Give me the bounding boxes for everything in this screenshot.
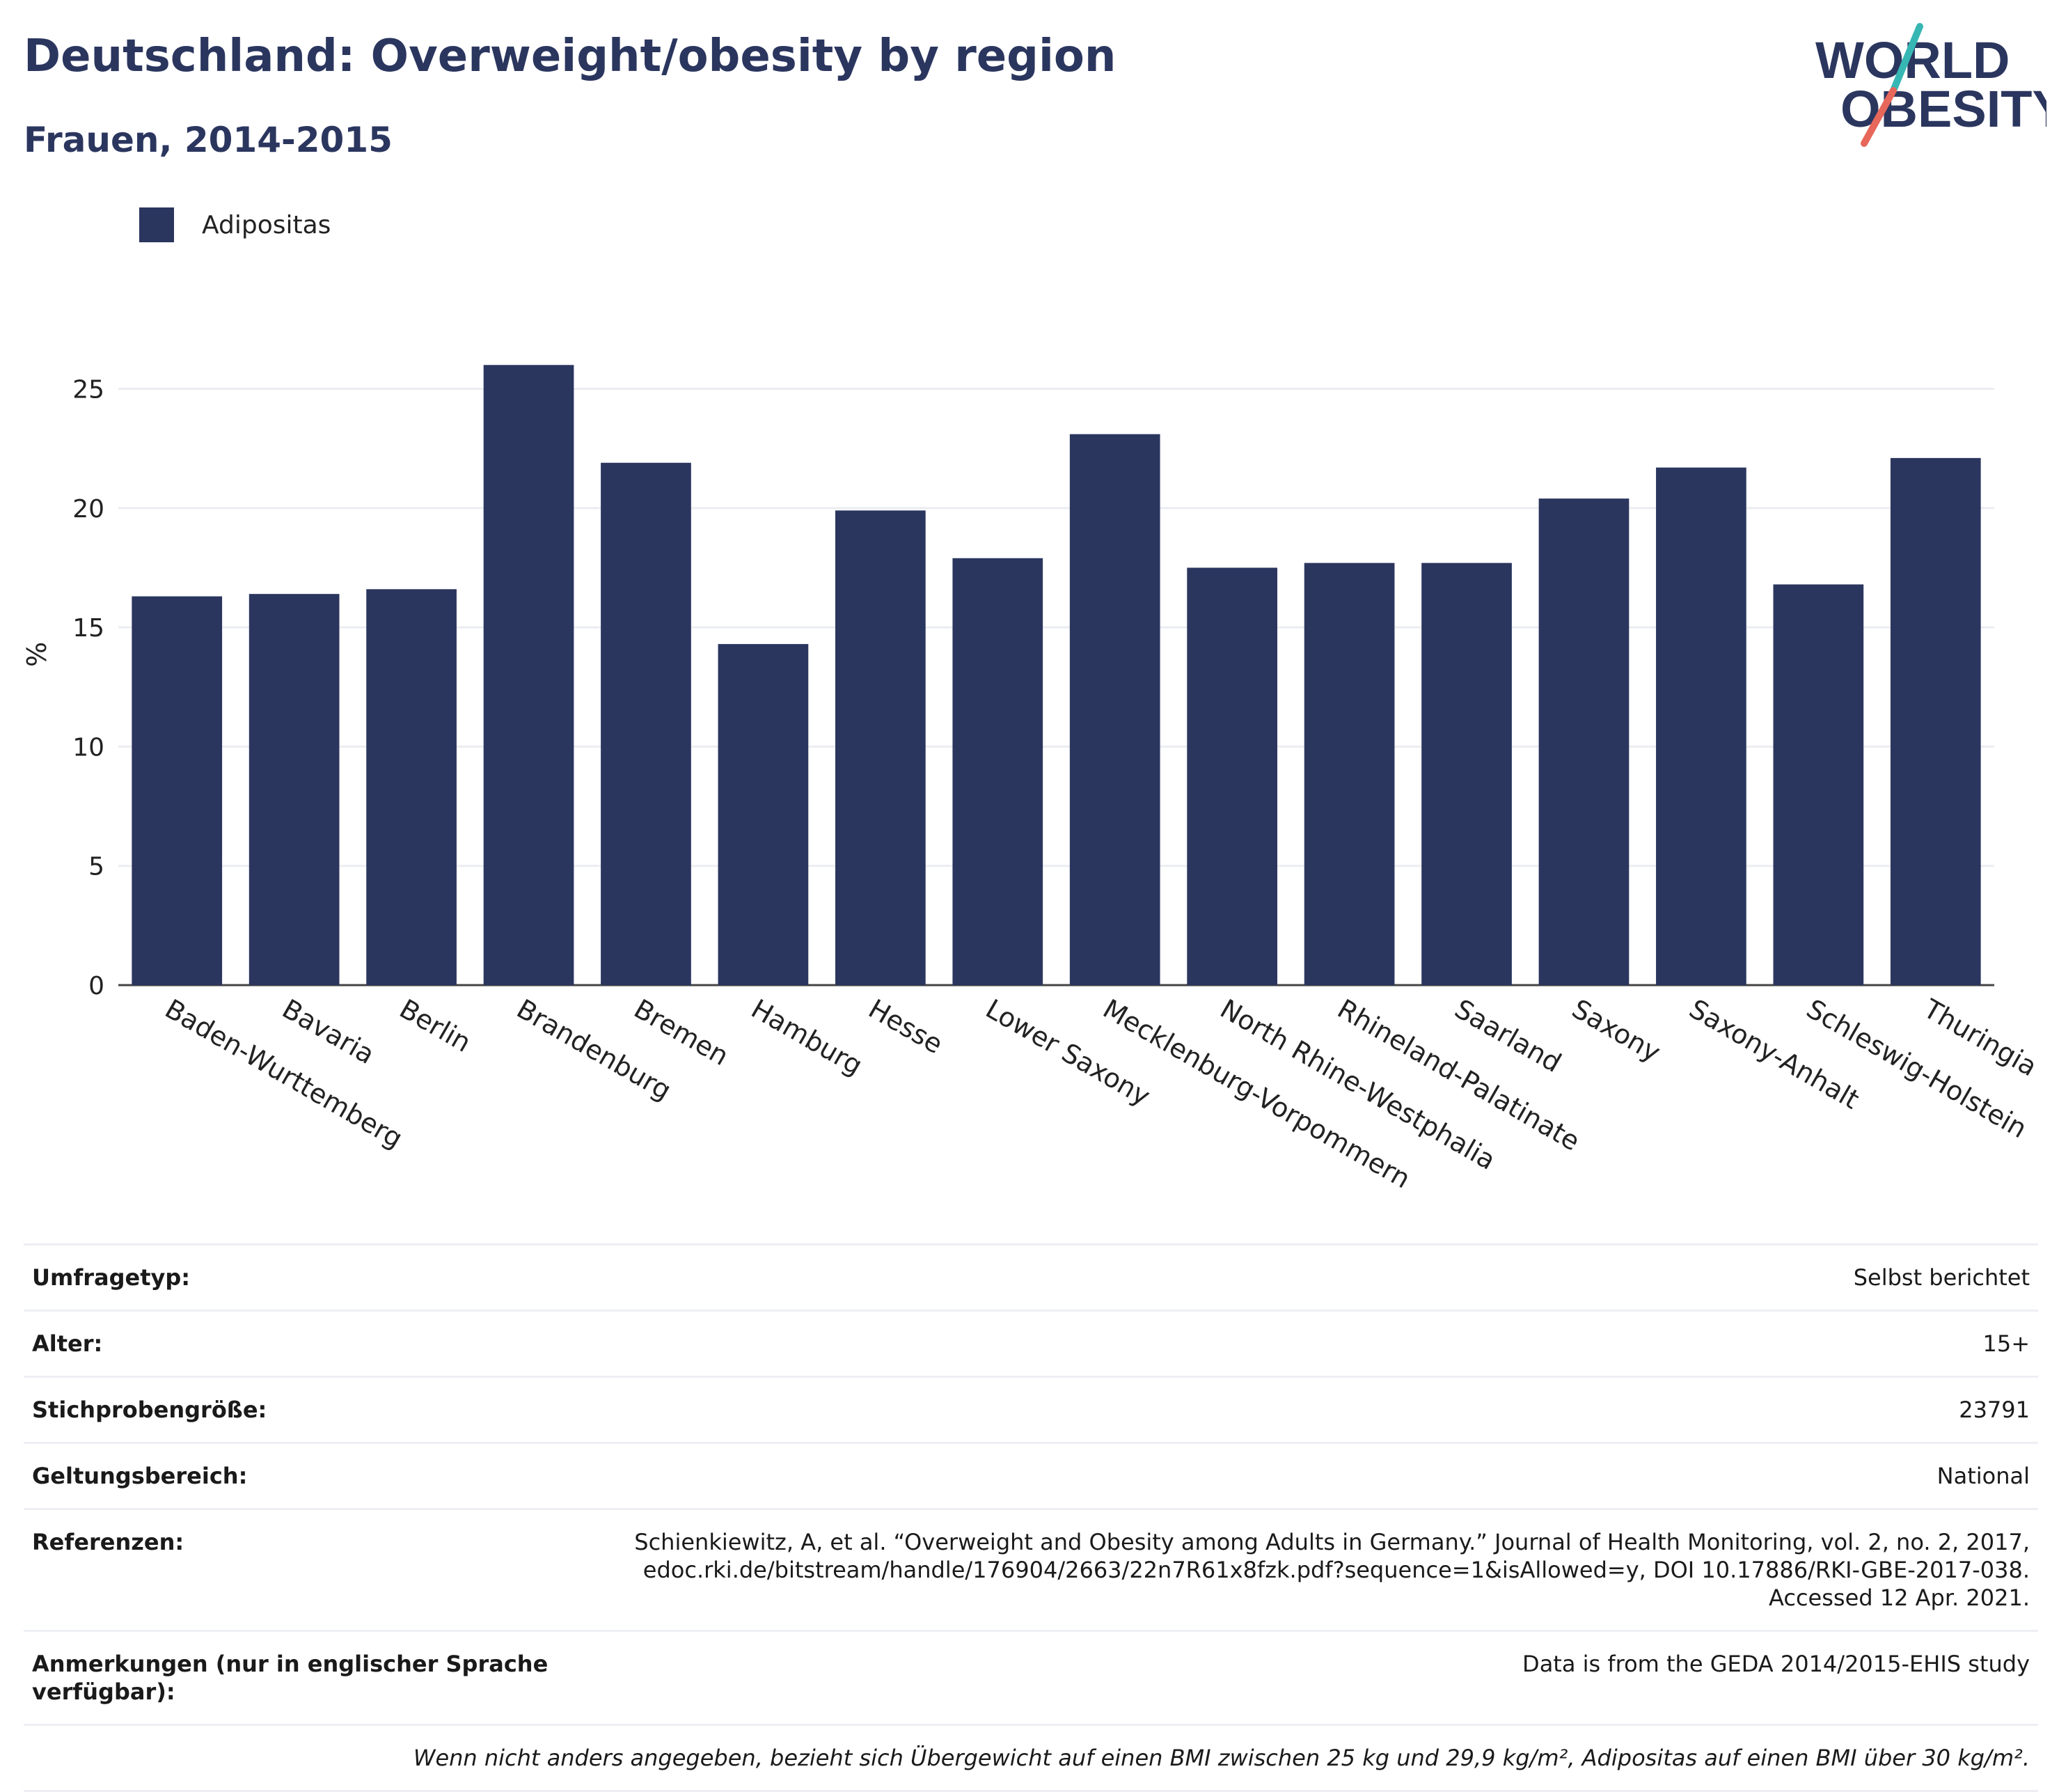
info-value: 15+ <box>1982 1330 2030 1357</box>
info-value: Schienkiewitz, A, et al. “Overweight and… <box>634 1528 2030 1612</box>
info-value-line: Accessed 12 Apr. 2021. <box>1769 1585 2030 1611</box>
info-table: Umfragetyp: Selbst berichtet Alter: 15+ Stic… <box>24 1243 2038 1792</box>
logo-slash-top <box>1890 23 1923 94</box>
bar-mecklenburg-vorpommern <box>1069 434 1160 985</box>
y-tick-label: 25 <box>72 376 104 404</box>
bar-lower-saxony <box>952 558 1043 985</box>
x-tick-label: Bremen <box>629 993 734 1071</box>
info-label: Anmerkungen (nur in englischer Sprache v… <box>32 1651 549 1705</box>
info-row: Stichprobengröße: 23791 <box>24 1376 2038 1442</box>
info-label: Referenzen: <box>32 1529 184 1555</box>
legend-swatch-adipositas <box>139 207 174 242</box>
info-value: 23791 <box>1959 1397 2030 1423</box>
bar-hesse <box>835 510 926 985</box>
bar-berlin <box>366 589 457 985</box>
info-row: Anmerkungen (nur in englischer Sprache v… <box>24 1630 2038 1724</box>
info-value: Data is from the GEDA 2014/2015-EHIS stu… <box>1522 1651 2030 1677</box>
bar-brandenburg <box>483 365 574 985</box>
y-tick-label: 5 <box>88 853 104 881</box>
bar-thuringia <box>1890 457 1981 985</box>
bar-bavaria <box>248 594 340 985</box>
legend-label-adipositas: Adipositas <box>202 210 331 239</box>
definition-note: Wenn nicht anders angegeben, bezieht sic… <box>24 1724 2038 1792</box>
info-value-line: edoc.rki.de/bitstream/handle/176904/2663… <box>642 1557 2030 1583</box>
info-value: Selbst berichtet <box>1853 1264 2030 1291</box>
y-tick-label: 20 <box>72 495 104 524</box>
x-tick-label: Bavaria <box>277 993 379 1070</box>
bar-saxony <box>1538 498 1630 985</box>
y-tick-label: 15 <box>72 614 104 643</box>
x-tick-label: Berlin <box>395 993 477 1058</box>
bar-schleswig-holstein <box>1773 584 1864 985</box>
info-value-line: Schienkiewitz, A, et al. “Overweight and… <box>634 1529 2030 1555</box>
bar-rhineland-palatinate <box>1304 563 1395 985</box>
info-label: Stichprobengröße: <box>32 1397 267 1423</box>
logo-slash-bottom <box>1861 87 1897 147</box>
bar-saarland <box>1421 563 1512 985</box>
info-label: Umfragetyp: <box>32 1264 191 1291</box>
x-tick-label: Saxony <box>1567 993 1666 1068</box>
x-tick-label: Schleswig-Holstein <box>1801 993 2033 1145</box>
bar-saxony-anhalt <box>1656 467 1746 985</box>
info-label: Alter: <box>32 1330 103 1357</box>
x-tick-label: Hesse <box>863 993 948 1060</box>
x-tick-label: Hamburg <box>746 993 868 1081</box>
info-label: Geltungsbereich: <box>32 1463 248 1489</box>
bar-bremen <box>601 462 691 985</box>
world-obesity-logo: WORLD OBESITY <box>1815 23 2046 147</box>
bar-hamburg <box>718 644 809 985</box>
bar-north-rhine-westphalia <box>1187 567 1278 985</box>
y-axis-label: % <box>22 642 52 667</box>
info-row: Alter: 15+ <box>24 1310 2038 1376</box>
chart-legend: Adipositas <box>139 207 331 242</box>
y-tick-label: 10 <box>72 733 104 762</box>
info-row: Geltungsbereich: National <box>24 1442 2038 1508</box>
info-row: Umfragetyp: Selbst berichtet <box>24 1243 2038 1310</box>
page-subtitle: Frauen, 2014-2015 <box>24 120 393 160</box>
page-title: Deutschland: Overweight/obesity by regio… <box>24 31 1117 82</box>
y-tick-labels: 0 5 10 15 20 25 <box>72 376 104 1000</box>
info-value: National <box>1936 1463 2030 1489</box>
info-row: Referenzen: Schienkiewitz, A, et al. “Ove… <box>24 1508 2038 1630</box>
y-tick-label: 0 <box>88 972 104 1000</box>
bars <box>132 365 1981 985</box>
bar-baden-wurttemberg <box>132 596 223 985</box>
